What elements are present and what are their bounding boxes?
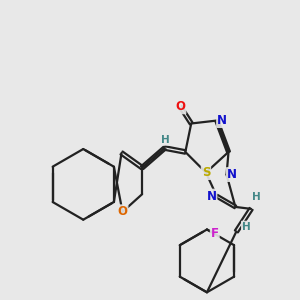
Text: O: O [176,100,185,113]
Text: S: S [202,166,210,179]
Text: O: O [118,205,128,218]
Text: H: H [242,222,250,232]
Text: F: F [211,227,219,240]
Text: N: N [217,114,227,127]
Text: N: N [206,190,216,202]
Text: H: H [252,192,260,202]
Text: H: H [161,135,170,145]
Text: N: N [227,168,237,181]
